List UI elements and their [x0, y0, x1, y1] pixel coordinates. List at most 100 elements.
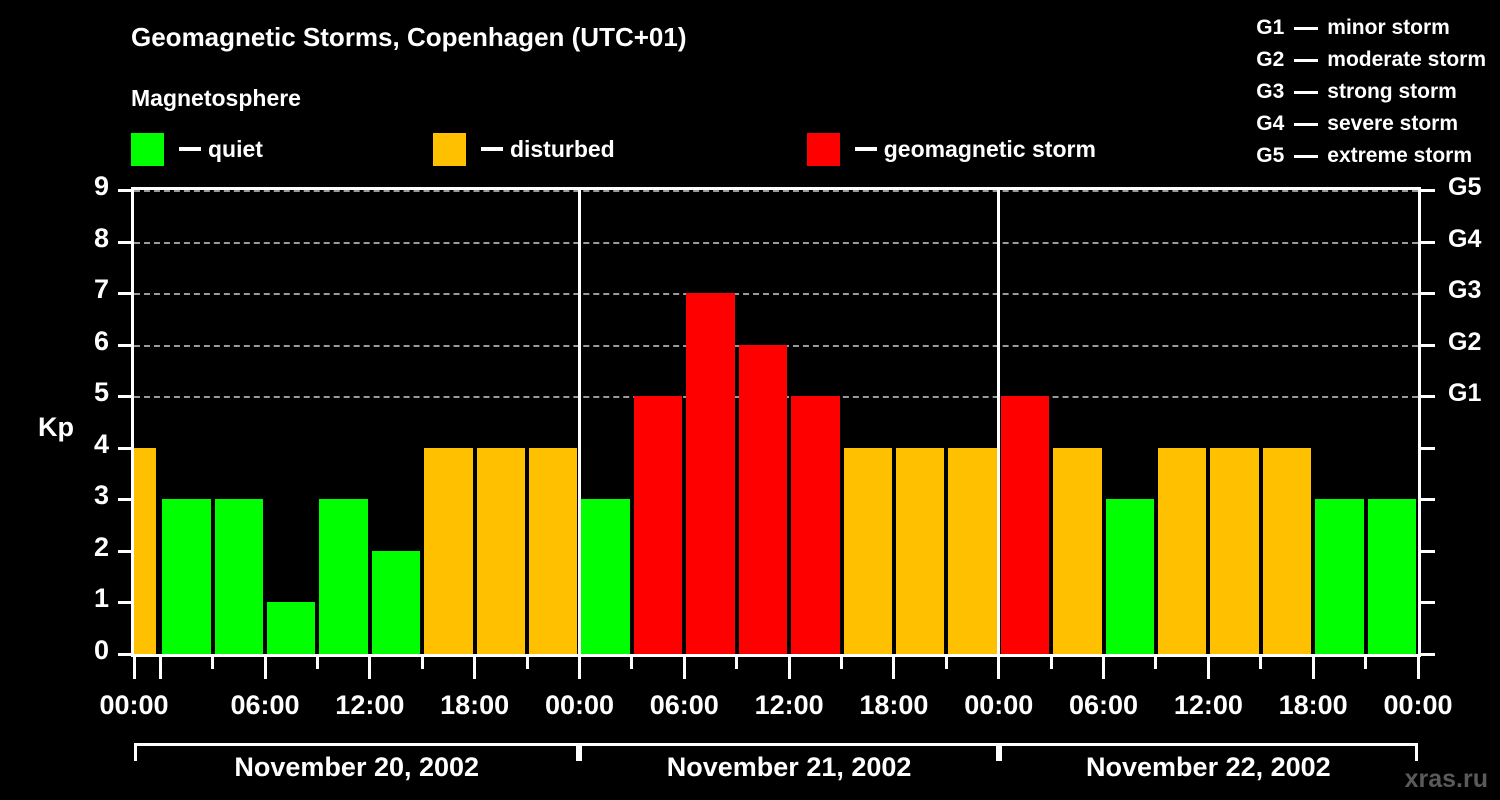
x-tick-label-6: 12:00	[754, 690, 824, 720]
legend-dash-icon	[480, 147, 503, 151]
g-legend-dash-icon	[1294, 154, 1319, 158]
g-legend-dash-icon	[1294, 122, 1319, 126]
bar-quiet-kp3	[1105, 499, 1154, 654]
y-tick-label-2: 2	[93, 531, 109, 562]
x-tick-label-11: 18:00	[1278, 690, 1348, 720]
bar-storm-kp7	[686, 293, 735, 654]
g-axis-tick-g1	[1421, 395, 1435, 399]
bar-disturbed-kp4	[476, 447, 526, 654]
y-tick-mark-3	[118, 498, 131, 502]
x-tick-minor	[420, 657, 424, 669]
x-tick-label-12: 00:00	[1383, 690, 1453, 720]
x-tick-minor	[1259, 657, 1263, 669]
watermark: xras.ru	[1404, 765, 1488, 793]
g-axis-label-g5: G5	[1448, 173, 1482, 201]
y-tick-label-8: 8	[93, 222, 109, 253]
bar-quiet-kp3	[319, 499, 368, 654]
bar-storm-kp5	[1000, 396, 1050, 654]
g-legend-row-g5: G5 extreme storm	[1256, 140, 1486, 172]
bar-disturbed-kp4	[1157, 447, 1207, 654]
day-divider-1	[577, 190, 581, 654]
y-tick-mark-8	[118, 240, 131, 244]
y-tick-label-1: 1	[93, 583, 109, 614]
g-scale-legend: G1 minor storm G2 moderate storm G3 strong st…	[1256, 12, 1486, 172]
x-tick-major	[1311, 657, 1315, 679]
x-tick-major	[132, 657, 136, 679]
y-tick-mark-7	[118, 292, 131, 296]
g-legend-code: G1	[1256, 16, 1285, 39]
g-axis-tick-g4	[1421, 240, 1435, 244]
day-bracket-3	[998, 743, 1418, 761]
g-axis-label-g1: G1	[1448, 379, 1482, 408]
bar-quiet-kp3	[1367, 499, 1416, 654]
x-tick-major	[577, 657, 581, 679]
bar-disturbed-kp4	[948, 447, 997, 654]
x-tick-label-8: 00:00	[964, 690, 1034, 720]
disturbed-swatch	[432, 132, 466, 166]
x-tick-major	[158, 657, 162, 679]
y-axis-label: Kp	[38, 412, 74, 442]
legend-label: quiet	[208, 135, 263, 162]
y-tick-mark-5	[118, 395, 131, 399]
g-legend-description: extreme storm	[1327, 144, 1473, 167]
day-bracket-2	[579, 743, 999, 761]
legend-dash-icon	[179, 147, 201, 151]
x-tick-label-0: 00:00	[99, 690, 169, 720]
gridline-kp-9	[134, 190, 1418, 192]
day-label-3: November 22, 2002	[1086, 752, 1331, 782]
color-legend: quiet disturbed geomagnetic storm	[131, 132, 1096, 166]
day-bracket-1	[134, 743, 580, 761]
bar-disturbed-kp4	[1053, 447, 1102, 654]
x-tick-label-9: 06:00	[1069, 690, 1139, 720]
x-tick-major	[1416, 657, 1420, 679]
g-legend-row-g2: G2 moderate storm	[1256, 44, 1486, 76]
bar-quiet-kp1	[267, 602, 316, 654]
legend-entry-quiet: quiet	[131, 132, 263, 166]
x-tick-major	[997, 657, 1001, 679]
bar-disturbed-kp4	[1262, 447, 1312, 654]
plot-inner	[134, 190, 1418, 654]
x-tick-major	[473, 657, 477, 679]
x-tick-major	[1206, 657, 1210, 679]
day-label-2: November 21, 2002	[666, 752, 912, 782]
y-tick-mark-0	[118, 653, 131, 656]
g-legend-description: moderate storm	[1327, 48, 1486, 71]
g-legend-code: G2	[1256, 48, 1285, 71]
day-label-1: November 20, 2002	[234, 752, 480, 782]
g-axis-label-g2: G2	[1448, 327, 1482, 356]
subtitle: Magnetosphere	[131, 85, 301, 111]
chart-plot-area	[131, 187, 1421, 657]
x-tick-minor	[1049, 657, 1053, 669]
y-tick-label-7: 7	[93, 274, 109, 305]
bar-quiet-kp3	[214, 499, 264, 654]
bar-quiet-kp2	[371, 550, 421, 654]
g-legend-dash-icon	[1294, 90, 1319, 94]
legend-dash-icon	[854, 147, 877, 151]
x-tick-major	[682, 657, 686, 679]
y-tick-mark-6	[118, 343, 131, 347]
x-tick-major	[1102, 657, 1106, 679]
bar-storm-kp5	[791, 396, 840, 654]
x-tick-label-7: 18:00	[859, 690, 929, 720]
g-legend-dash-icon	[1294, 26, 1319, 30]
x-tick-minor	[630, 657, 634, 669]
g-legend-code: G5	[1256, 144, 1285, 167]
g-legend-code: G4	[1256, 112, 1285, 135]
legend-entry-storm: geomagnetic storm	[806, 132, 1096, 166]
day-divider-2	[997, 190, 1001, 654]
g-axis-label-g3: G3	[1448, 276, 1482, 305]
page-title: Geomagnetic Storms, Copenhagen (UTC+01)	[131, 22, 687, 52]
x-tick-major	[368, 657, 372, 679]
bar-disturbed-kp4	[424, 447, 473, 654]
y-tick-mark-1	[118, 601, 131, 605]
g-axis-minor-tick-kp4	[1421, 446, 1435, 450]
x-tick-minor	[211, 657, 215, 669]
x-tick-major	[892, 657, 896, 679]
g-legend-code: G3	[1256, 80, 1285, 103]
bar-disturbed-kp4	[529, 447, 578, 654]
x-tick-major	[263, 657, 267, 679]
storm-swatch	[806, 132, 840, 166]
legend-entry-disturbed: disturbed	[432, 132, 615, 166]
g-axis-minor-tick-kp2	[1421, 549, 1435, 553]
y-tick-label-0: 0	[93, 635, 109, 665]
